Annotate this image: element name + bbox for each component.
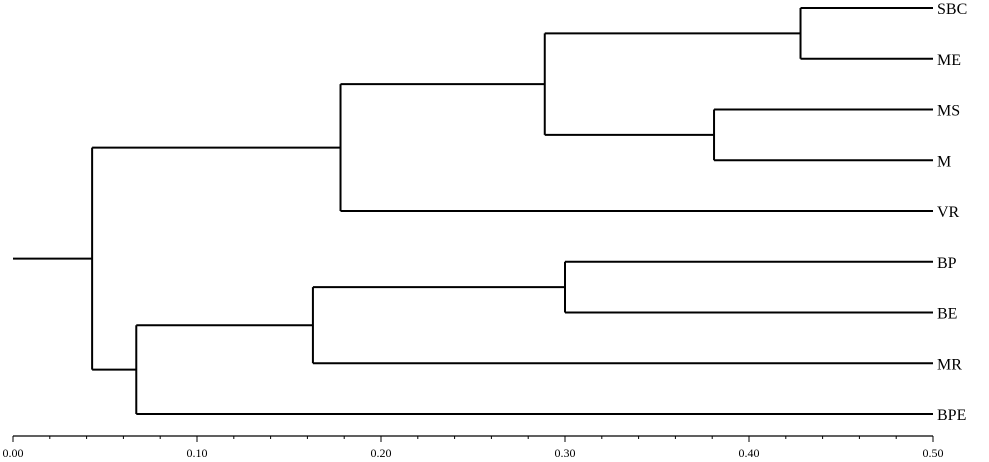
leaf-labels: SBC ME MS M VR BP BE MR BPE — [937, 1, 967, 424]
dendrogram-branches — [13, 7, 933, 415]
leaf-label-vr: VR — [937, 204, 960, 221]
leaf-label-ms: MS — [937, 103, 960, 120]
distance-axis: 0.00 0.10 0.20 0.30 0.40 0.50 — [3, 435, 944, 460]
leaf-label-sbc: SBC — [937, 1, 967, 18]
leaf-label-me: ME — [937, 52, 961, 69]
axis-tick-label: 0.40 — [739, 446, 760, 460]
axis-tick-label: 0.30 — [555, 446, 576, 460]
leaf-label-m: M — [937, 153, 951, 170]
leaf-label-mr: MR — [937, 356, 962, 373]
axis-tick-label: 0.00 — [3, 446, 24, 460]
axis-tick-label: 0.10 — [187, 446, 208, 460]
axis-tick-label: 0.20 — [371, 446, 392, 460]
leaf-label-bpe: BPE — [937, 407, 966, 424]
axis-tick-labels: 0.00 0.10 0.20 0.30 0.40 0.50 — [3, 446, 944, 460]
leaf-label-be: BE — [937, 306, 957, 323]
axis-ticks — [12, 436, 934, 442]
axis-tick-label: 0.50 — [923, 446, 944, 460]
leaf-label-bp: BP — [937, 255, 957, 272]
